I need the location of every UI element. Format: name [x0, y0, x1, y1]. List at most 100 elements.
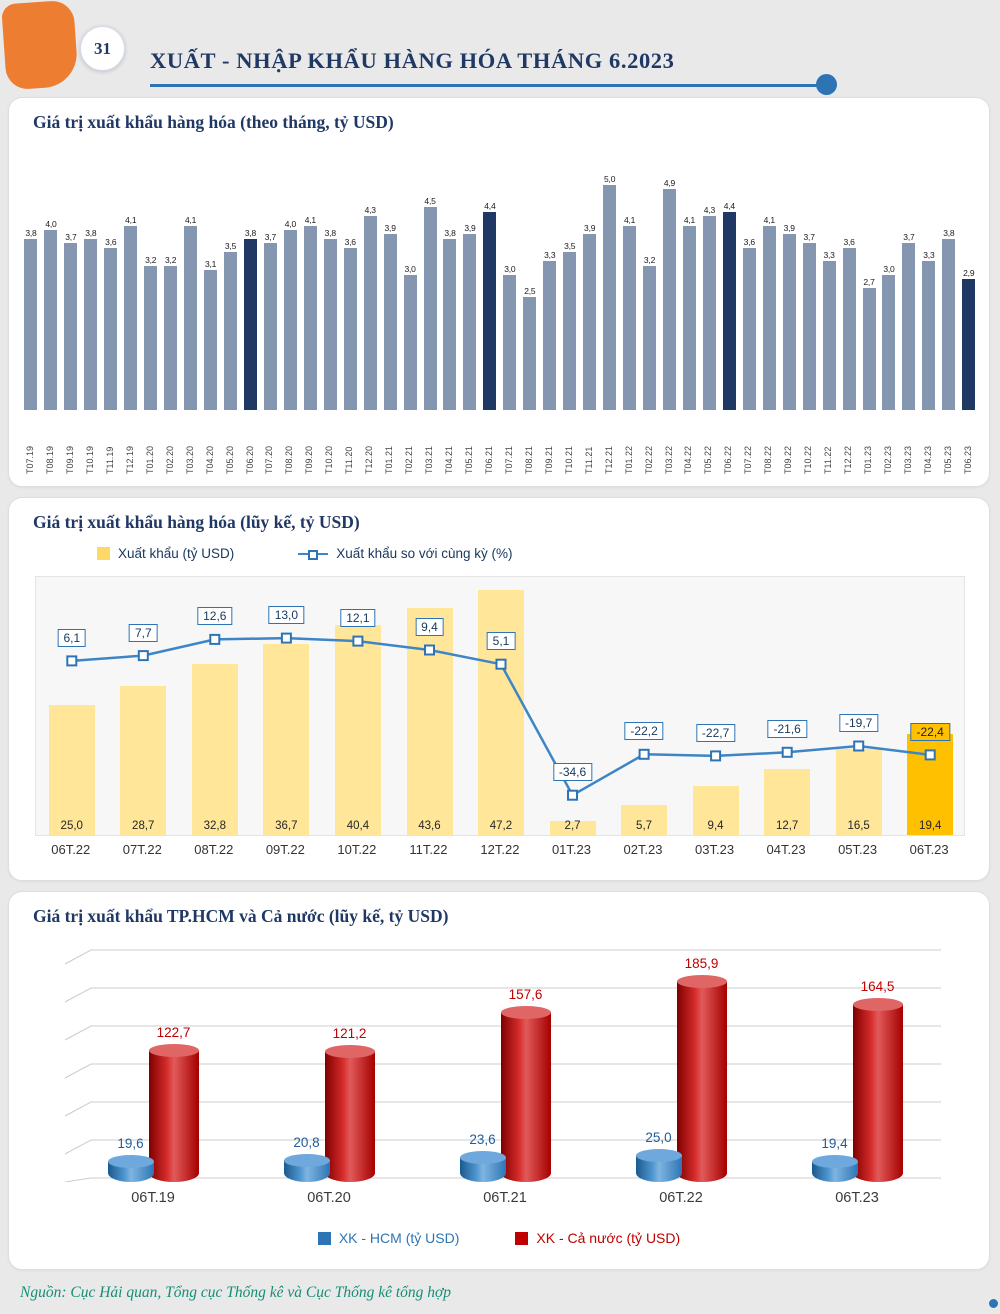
month-bar — [144, 266, 158, 410]
bar-column: 4,4 — [719, 158, 739, 410]
monthly-chart-title: Giá trị xuất khẩu hàng hóa (theo tháng, … — [33, 112, 394, 132]
page-number: 31 — [94, 38, 111, 58]
x-tick-label: T08.20 — [284, 445, 295, 474]
legend-item-hcm: XK - HCM (tỷ USD) — [317, 1230, 459, 1246]
cumulative-bar — [835, 749, 882, 835]
cylinder-value-label: 122,7 — [156, 1024, 191, 1040]
bar-value-label: 3,8 — [324, 228, 336, 238]
bar-value-label: 3,5 — [564, 241, 576, 251]
cumulative-bar-value: 32,8 — [203, 820, 227, 832]
month-bar — [882, 275, 896, 410]
page-number-badge: 31 — [80, 26, 125, 71]
month-bar — [623, 226, 637, 410]
bar-column: 4,3 — [699, 158, 719, 410]
bar-value-label: 4,5 — [424, 196, 436, 206]
legend-label: Xuất khẩu (tỷ USD) — [118, 546, 235, 561]
yoy-value-box: 6,1 — [57, 628, 87, 647]
bar-column: 4,3 — [360, 158, 380, 410]
bar-column: 3,7 — [799, 158, 819, 410]
legend-label: XK - Cả nước (tỷ USD) — [536, 1230, 681, 1246]
bar-column: 3,3 — [919, 158, 939, 410]
month-bar — [942, 239, 956, 410]
cumulative-export-panel: Giá trị xuất khẩu hàng hóa (lũy kế, tỷ U… — [8, 497, 990, 881]
yellow-swatch-icon — [97, 547, 110, 560]
x-tick-label: T02.21 — [404, 445, 415, 474]
bar-value-label: 4,1 — [184, 215, 197, 225]
bar-value-label: 3,7 — [903, 232, 915, 242]
bar-value-label: 4,1 — [125, 215, 137, 225]
month-bar — [702, 216, 716, 410]
hcm-cylinder: 19,4 — [811, 1136, 858, 1182]
month-bar — [283, 230, 297, 410]
x-tick-label: T04.23 — [922, 445, 933, 474]
bar-value-label: 3,9 — [384, 223, 396, 233]
x-tick-label: 06T.20 — [307, 1190, 351, 1206]
bar-column: 3,6 — [839, 158, 859, 410]
x-tick-label: T06.23 — [962, 445, 973, 474]
bar-column: 3,6 — [101, 158, 121, 410]
bar-column: 4,0 — [280, 158, 300, 410]
combo-x-axis: 06T.22 07T.22 08T.22 09T.22 10T.22 11T.22 12T.… — [35, 842, 965, 857]
bar3d-chart-title: Giá trị xuất khẩu TP.HCM và Cả nước (lũy… — [33, 906, 449, 926]
cumulative-bar — [191, 664, 238, 835]
legend-item-country: XK - Cả nước (tỷ USD) — [515, 1230, 680, 1246]
month-bar — [323, 239, 337, 410]
x-tick-label: T07.21 — [503, 445, 514, 474]
x-tick-label: T09.21 — [543, 445, 554, 474]
bar-column: 3,9 — [580, 158, 600, 410]
month-bar — [662, 189, 676, 410]
monthly-bar-chart: 3,8 4,0 3,7 3,8 3,6 4,1 3,2 3,2 4,1 3,1 3,5 3,8 3,7 4… — [21, 158, 979, 410]
legend: Xuất khẩu (tỷ USD) Xuất khẩu so với cùng… — [97, 546, 512, 561]
hcm-cylinder: 25,0 — [635, 1130, 682, 1182]
x-tick-label: T08.21 — [523, 445, 534, 474]
x-tick-label: T03.20 — [184, 445, 195, 474]
yoy-value-box: 7,7 — [128, 623, 158, 642]
bar-column: 3,2 — [141, 158, 161, 410]
corner-decoration — [1, 0, 79, 91]
cumulative-bar — [120, 685, 167, 835]
x-tick-label: T02.22 — [643, 445, 654, 474]
bar-column: 4,9 — [660, 158, 680, 410]
yoy-value-box: 5,1 — [486, 632, 516, 651]
cumulative-bar — [692, 786, 739, 835]
bar-value-label: 2,9 — [963, 268, 975, 278]
yoy-value-box: -19,7 — [839, 714, 879, 732]
x-tick-label: 07T.22 — [122, 842, 162, 857]
bar-value-label: 3,2 — [643, 255, 656, 265]
x-tick-label: 06T.23 — [835, 1190, 879, 1206]
month-bar — [184, 226, 198, 410]
bar-column: 4,1 — [620, 158, 640, 410]
month-bar — [263, 243, 277, 410]
bar-value-label: 4,1 — [304, 215, 316, 225]
bar-column: 4,1 — [300, 158, 320, 410]
bar-value-label: 3,9 — [584, 223, 596, 233]
highlighted-month-bar — [722, 212, 736, 410]
month-bar — [842, 248, 856, 410]
month-bar — [463, 234, 477, 410]
x-tick-label: T04.20 — [204, 445, 215, 474]
bar-value-label: 4,1 — [683, 215, 696, 225]
yoy-value-box: -22,4 — [910, 722, 950, 741]
hcm-vs-country-panel: Giá trị xuất khẩu TP.HCM và Cả nước (lũy… — [8, 891, 990, 1270]
month-bar — [44, 230, 58, 410]
bar-value-label: 5,0 — [604, 174, 616, 184]
bar-value-label: 3,8 — [25, 228, 37, 238]
cumulative-bar — [549, 821, 596, 835]
cumulative-bar — [334, 624, 381, 835]
bar-value-label: 3,8 — [943, 228, 955, 238]
x-tick-label: T02.20 — [164, 445, 175, 474]
cumulative-bar-value: 12,7 — [775, 820, 799, 832]
month-bar — [104, 248, 118, 410]
x-tick-label: T12.22 — [843, 445, 854, 474]
bar-column: 3,0 — [879, 158, 899, 410]
yoy-value-box: 12,1 — [340, 609, 376, 628]
bar-value-label: 3,8 — [85, 228, 97, 238]
bar-value-label: 3,7 — [65, 232, 77, 242]
cumulative-bar-value: 16,5 — [847, 820, 870, 832]
cylinder-group: 20,8 121,2 — [283, 1026, 375, 1182]
country-cylinder: 164,5 — [852, 979, 903, 1182]
month-bar — [64, 243, 78, 410]
corner-dot — [989, 1299, 998, 1308]
cylinder-group: 19,6 122,7 — [107, 1025, 199, 1182]
